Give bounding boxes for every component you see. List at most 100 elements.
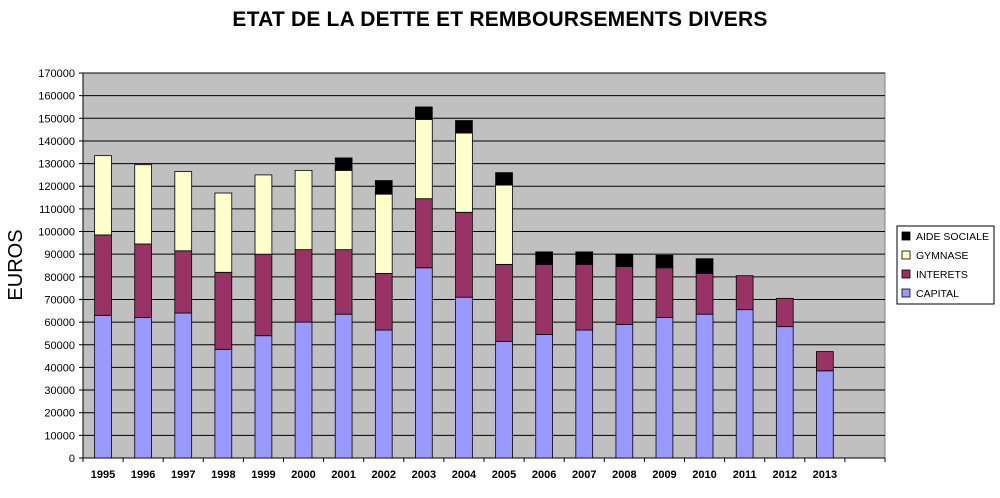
- bar-gymnase: [334, 169, 353, 251]
- legend-label-capital: CAPITAL: [916, 288, 959, 300]
- y-tick-label: 130000: [38, 159, 75, 171]
- y-tick-label: 80000: [44, 272, 75, 284]
- y-tick-label: 50000: [44, 340, 75, 352]
- bar-capital: [174, 312, 193, 459]
- bar-aide-sociale: [535, 251, 553, 265]
- y-tick-label: 70000: [44, 294, 75, 306]
- x-tick-label: 1997: [171, 469, 195, 481]
- bar-capital: [134, 317, 152, 459]
- bar-capital: [94, 314, 112, 459]
- y-tick-label: 150000: [38, 113, 75, 125]
- bar-interets: [214, 271, 233, 350]
- bar-interets: [334, 249, 353, 315]
- bar-capital: [254, 335, 273, 459]
- bar-capital: [374, 329, 393, 459]
- bar-aide-sociale: [495, 172, 513, 186]
- bar-interets: [575, 263, 594, 331]
- bar-gymnase: [495, 184, 513, 265]
- bar-interets: [254, 253, 273, 337]
- x-tick-label: 2009: [652, 469, 676, 481]
- bar-capital: [535, 334, 553, 459]
- bar-capital: [575, 329, 594, 459]
- x-tick-label: 2005: [492, 469, 516, 481]
- x-tick-label: 2007: [572, 469, 596, 481]
- bar-interets: [495, 263, 513, 342]
- bar-aide-sociale: [615, 253, 634, 268]
- legend-swatch-gymnase: [901, 250, 911, 260]
- bar-interets: [94, 234, 112, 316]
- x-tick-label: 1995: [91, 469, 115, 481]
- bar-interets: [655, 267, 674, 318]
- y-tick-label: 120000: [38, 181, 75, 193]
- legend-label-interets: INTERETS: [916, 269, 968, 281]
- legend-label-gymnase: GYMNASE: [916, 250, 969, 262]
- chart-title: ETAT DE LA DETTE ET REMBOURSEMENTS DIVER…: [232, 8, 768, 31]
- x-tick-label: 2008: [612, 469, 636, 481]
- bar-capital: [214, 348, 233, 459]
- bar-gymnase: [174, 171, 193, 252]
- plot-background: [82, 72, 886, 459]
- bar-gymnase: [214, 192, 233, 273]
- x-tick-label: 2000: [291, 469, 315, 481]
- bar-gymnase: [374, 193, 393, 274]
- y-tick-label: 30000: [44, 385, 75, 397]
- x-tick-label: 2002: [372, 469, 396, 481]
- bar-interets: [535, 263, 553, 335]
- bar-interets: [455, 211, 473, 298]
- legend-swatch-capital: [901, 288, 911, 298]
- bar-interets: [816, 351, 834, 372]
- bar-capital: [334, 313, 353, 459]
- x-tick-label: 1999: [251, 469, 275, 481]
- bar-capital: [816, 370, 834, 459]
- x-tick-label: 1998: [211, 469, 235, 481]
- bar-capital: [735, 309, 754, 459]
- y-tick-label: 140000: [38, 136, 75, 148]
- legend-swatch-interets: [901, 269, 911, 279]
- x-tick-label: 2006: [532, 469, 556, 481]
- bar-gymnase: [294, 169, 313, 251]
- y-tick-label: 100000: [38, 227, 75, 239]
- bar-capital: [495, 340, 513, 459]
- y-tick-label: 20000: [44, 408, 75, 420]
- bar-capital: [775, 326, 794, 459]
- bar-capital: [695, 313, 714, 459]
- x-tick-label: 2011: [733, 469, 757, 481]
- legend-box: [896, 225, 995, 305]
- x-tick-label: 1996: [131, 469, 155, 481]
- bar-gymnase: [254, 174, 273, 255]
- bar-aide-sociale: [575, 251, 594, 265]
- x-tick-label: 2001: [331, 469, 355, 481]
- bar-aide-sociale: [374, 180, 393, 195]
- bar-interets: [174, 250, 193, 314]
- bar-gymnase: [455, 132, 473, 213]
- bar-capital: [655, 317, 674, 459]
- bar-capital: [455, 296, 473, 459]
- y-tick-label: 60000: [44, 317, 75, 329]
- bar-interets: [294, 249, 313, 323]
- bar-interets: [415, 198, 433, 269]
- y-tick-label: 160000: [38, 91, 75, 103]
- bar-interets: [134, 243, 152, 318]
- legend-swatch-aide-sociale: [901, 231, 911, 241]
- legend: AIDE SOCIALE GYMNASE INTERETS CAPITAL: [896, 225, 995, 305]
- y-tick-label: 40000: [44, 362, 75, 374]
- y-tick-label: 10000: [44, 430, 75, 442]
- bar-aide-sociale: [695, 258, 714, 274]
- y-tick-label: 110000: [39, 204, 75, 216]
- x-tick-label: 2012: [773, 469, 797, 481]
- bar-aide-sociale: [655, 254, 674, 269]
- x-tick-label: 2013: [813, 469, 837, 481]
- bar-interets: [695, 273, 714, 315]
- y-tick-label: 170000: [38, 68, 75, 80]
- x-tick-label: 2010: [692, 469, 716, 481]
- bar-capital: [294, 321, 313, 459]
- bar-capital: [415, 267, 433, 459]
- bar-interets: [735, 275, 754, 311]
- bar-gymnase: [415, 119, 433, 200]
- x-tick-label: 2003: [412, 469, 436, 481]
- bar-capital: [615, 323, 634, 459]
- x-tick-label: 2004: [452, 469, 477, 481]
- bar-interets: [615, 266, 634, 325]
- bar-aide-sociale: [415, 106, 433, 120]
